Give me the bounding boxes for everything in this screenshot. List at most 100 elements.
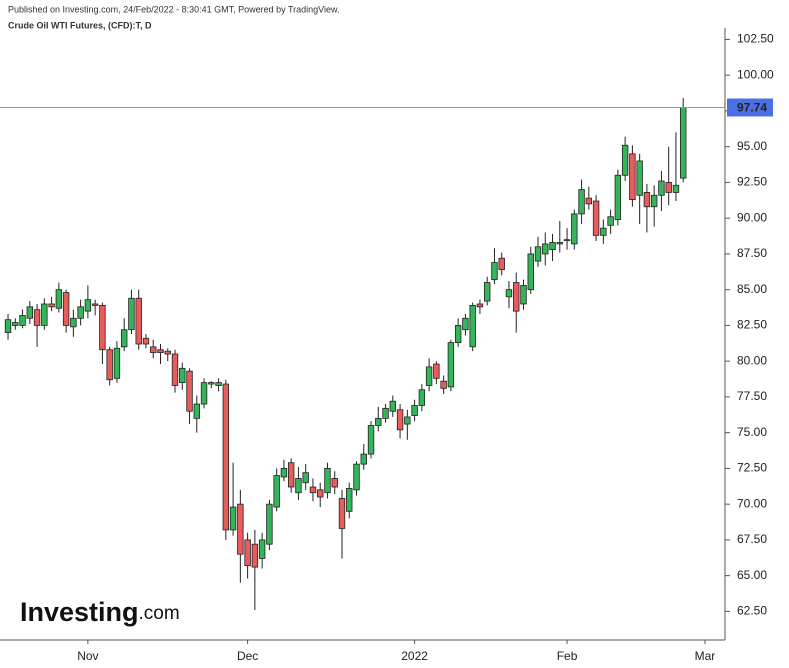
candle-body: [447, 342, 455, 388]
y-tick-label: 72.50: [737, 461, 767, 475]
candle-body: [375, 417, 382, 426]
candle-body: [556, 242, 563, 245]
candle-body: [520, 284, 527, 305]
candle-body: [614, 174, 622, 221]
candle-body: [317, 489, 324, 498]
candle-body: [150, 346, 157, 353]
candle-body: [26, 306, 34, 319]
candle-body: [55, 289, 63, 309]
candle-body: [338, 498, 346, 529]
x-tick-label: 2022: [401, 649, 428, 663]
candle-body: [462, 317, 469, 331]
candle-body: [142, 337, 150, 345]
candle-body: [48, 303, 55, 308]
candle-body: [258, 539, 266, 559]
candle-body: [505, 289, 513, 298]
y-tick-label: 70.00: [737, 496, 767, 510]
candle-body: [193, 403, 200, 419]
candle-body: [157, 349, 164, 353]
candle-body: [643, 192, 651, 208]
candle-body: [346, 488, 353, 512]
candle-body: [527, 253, 534, 291]
logo-main: Investing: [20, 597, 139, 627]
candle-body: [186, 370, 193, 412]
candle-body: [171, 353, 179, 386]
candle-body: [360, 453, 367, 465]
candle-body: [476, 303, 484, 308]
candle-body: [680, 107, 687, 179]
candle-body: [469, 305, 476, 348]
y-tick-label: 67.50: [737, 532, 767, 546]
candle-body: [389, 400, 397, 412]
candle-body: [665, 182, 672, 193]
candle-body: [396, 409, 404, 431]
candle-body: [280, 468, 288, 478]
candle-body: [84, 299, 92, 312]
candle-body: [672, 184, 680, 193]
candle-body: [425, 366, 433, 386]
y-tick-label: 95.00: [737, 139, 767, 153]
candle-body: [629, 153, 636, 200]
candle-body: [113, 347, 121, 379]
x-tick-label: Feb: [557, 649, 578, 663]
candle-body: [607, 216, 614, 226]
candle-body: [367, 425, 375, 455]
candle-body: [179, 367, 186, 384]
candle-body: [120, 329, 128, 348]
y-tick-label: 102.50: [737, 32, 774, 46]
candle-body: [418, 389, 426, 406]
candle-body: [215, 382, 222, 386]
candle-body: [491, 262, 498, 281]
candle-body: [600, 227, 607, 236]
candle-body: [128, 297, 135, 331]
candle-body: [200, 382, 208, 405]
publish-note: Published on Investing.com, 24/Feb/2022 …: [8, 4, 340, 14]
candle-body: [12, 322, 19, 326]
candle-body: [571, 213, 578, 245]
y-tick-label: 100.00: [737, 67, 774, 81]
candle-body: [208, 382, 215, 385]
candle-body: [549, 242, 556, 251]
candle-body: [585, 197, 593, 205]
price-label-box: [727, 98, 773, 117]
candle-body: [650, 194, 658, 208]
candle-body: [41, 303, 48, 326]
y-tick-label: 92.50: [737, 175, 767, 189]
candle-body: [164, 350, 171, 355]
candle-body: [324, 468, 331, 494]
candle-body: [658, 180, 665, 196]
candle-body: [302, 472, 309, 484]
candle-body: [99, 305, 106, 351]
candle-body: [563, 239, 571, 242]
candle-body: [636, 160, 643, 196]
y-tick-label: 77.50: [737, 389, 767, 403]
candle-body: [353, 463, 360, 491]
y-tick-label: 80.00: [737, 353, 767, 367]
candle-body: [91, 303, 99, 306]
candle-body: [411, 405, 418, 416]
candle-body: [273, 475, 280, 508]
price-label: 97.74: [737, 101, 767, 115]
candle-body: [33, 309, 41, 326]
candle-body: [62, 292, 70, 326]
candle-body: [135, 297, 142, 345]
x-tick-label: Dec: [237, 649, 258, 663]
candle-body: [440, 380, 447, 389]
candle-body: [542, 243, 549, 255]
candle-body: [251, 543, 259, 568]
x-tick-label: Mar: [695, 649, 716, 663]
y-tick-label: 82.50: [737, 318, 767, 332]
logo: Investing.com: [20, 597, 180, 627]
candle-body: [498, 257, 505, 271]
candle-body: [244, 539, 251, 567]
candle-body: [106, 349, 113, 381]
candle-body: [70, 317, 77, 328]
candle-body: [4, 319, 12, 333]
y-tick-label: 62.50: [737, 604, 767, 618]
candle-body: [295, 478, 302, 494]
x-tick-label: Nov: [77, 649, 98, 663]
candle-body: [331, 478, 338, 488]
candle-body: [454, 325, 462, 343]
